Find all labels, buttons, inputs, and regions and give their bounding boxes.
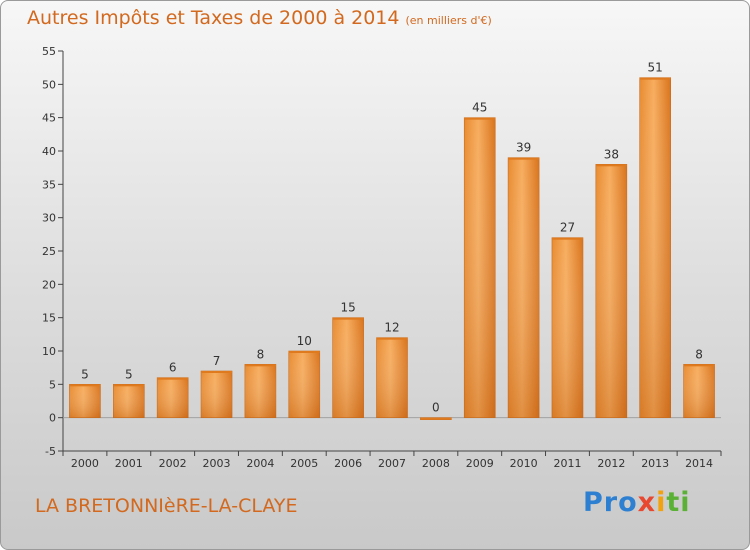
bar-top-2009	[464, 117, 496, 120]
value-label-2002: 6	[169, 361, 177, 375]
bar-shade-2014	[683, 364, 715, 418]
commune-name: LA BRETONNIèRE-LA-CLAYE	[35, 495, 298, 517]
x-tick-label-2008: 2008	[422, 457, 450, 470]
bar-top-2000	[69, 384, 101, 387]
bar-shade-2005	[288, 351, 320, 418]
y-tick-label: 25	[42, 245, 56, 258]
chart-title: Autres Impôts et Taxes de 2000 à 2014 (en…	[27, 7, 492, 29]
x-tick-label-2013: 2013	[641, 457, 669, 470]
x-tick-label-2009: 2009	[466, 457, 494, 470]
logo-part-1: Pro	[583, 487, 638, 518]
value-label-2001: 5	[125, 367, 133, 381]
y-tick-label: 10	[42, 345, 56, 358]
y-tick-label: 50	[42, 78, 56, 91]
bar-shade-2013	[639, 77, 671, 418]
logo-part-4: ti	[666, 487, 691, 518]
x-tick-label-2005: 2005	[290, 457, 318, 470]
y-tick-label: 40	[42, 145, 56, 158]
x-tick-label-2000: 2000	[71, 457, 99, 470]
value-label-2013: 51	[648, 61, 663, 75]
logo-part-2: x	[637, 487, 657, 518]
x-tick-label-2012: 2012	[597, 457, 625, 470]
proxiti-logo: Proxiti	[583, 487, 691, 518]
y-tick-label: 0	[49, 412, 56, 425]
y-tick-label: 55	[42, 45, 56, 58]
bar-top-2011	[551, 237, 583, 240]
value-label-2010: 39	[516, 141, 531, 155]
chart-title-text: Autres Impôts et Taxes de 2000 à 2014	[27, 7, 400, 29]
x-tick-label-2001: 2001	[115, 457, 143, 470]
x-tick-label-2011: 2011	[553, 457, 581, 470]
bar-shade-2006	[332, 317, 364, 418]
bar-top-2003	[201, 371, 233, 373]
bar-shade-2012	[595, 164, 627, 418]
bar-shade-2011	[551, 237, 583, 418]
x-tick-label-2006: 2006	[334, 457, 362, 470]
bar-top-2001	[113, 384, 145, 387]
value-label-2003: 7	[213, 354, 221, 368]
value-label-2005: 10	[297, 334, 312, 348]
value-label-2011: 27	[560, 221, 575, 235]
bar-shade-2009	[464, 117, 496, 418]
y-tick-label: 5	[49, 378, 56, 391]
y-tick-label: 20	[42, 278, 56, 291]
y-tick-label: 35	[42, 178, 56, 191]
bar-top-2005	[288, 351, 320, 353]
bar-shade-2002	[157, 377, 189, 418]
bar-top-2008	[420, 417, 452, 420]
bar-shade-2010	[508, 157, 540, 418]
value-label-2004: 8	[257, 347, 265, 361]
value-label-2008: 0	[432, 401, 440, 415]
value-label-2007: 12	[384, 321, 399, 335]
value-label-2014: 8	[695, 347, 703, 361]
bar-top-2010	[508, 157, 540, 160]
bar-top-2007	[376, 337, 408, 340]
bar-shade-2007	[376, 337, 408, 418]
y-tick-label: 45	[42, 112, 56, 125]
bar-top-2006	[332, 317, 364, 320]
y-tick-label: 30	[42, 212, 56, 225]
x-tick-label-2003: 2003	[203, 457, 231, 470]
x-tick-label-2002: 2002	[159, 457, 187, 470]
x-tick-label-2010: 2010	[510, 457, 538, 470]
bar-top-2002	[157, 377, 189, 380]
x-tick-label-2014: 2014	[685, 457, 713, 470]
logo-part-3: i	[656, 487, 667, 518]
bar-top-2014	[683, 364, 715, 367]
y-tick-label: -5	[45, 445, 56, 458]
chart-unit: (en milliers d'€)	[405, 14, 492, 27]
x-tick-label-2007: 2007	[378, 457, 406, 470]
value-label-2006: 15	[340, 301, 355, 315]
value-label-2012: 38	[604, 147, 619, 161]
bar-top-2012	[595, 164, 627, 167]
y-tick-label: 15	[42, 312, 56, 325]
bar-shade-2000	[69, 384, 101, 418]
bar-shade-2001	[113, 384, 145, 418]
bar-top-2013	[639, 77, 671, 80]
value-label-2000: 5	[81, 367, 89, 381]
bar-top-2004	[244, 364, 276, 367]
bar-shade-2004	[244, 364, 276, 418]
x-tick-label-2004: 2004	[246, 457, 274, 470]
value-label-2009: 45	[472, 101, 487, 115]
bar-shade-2003	[201, 371, 233, 418]
